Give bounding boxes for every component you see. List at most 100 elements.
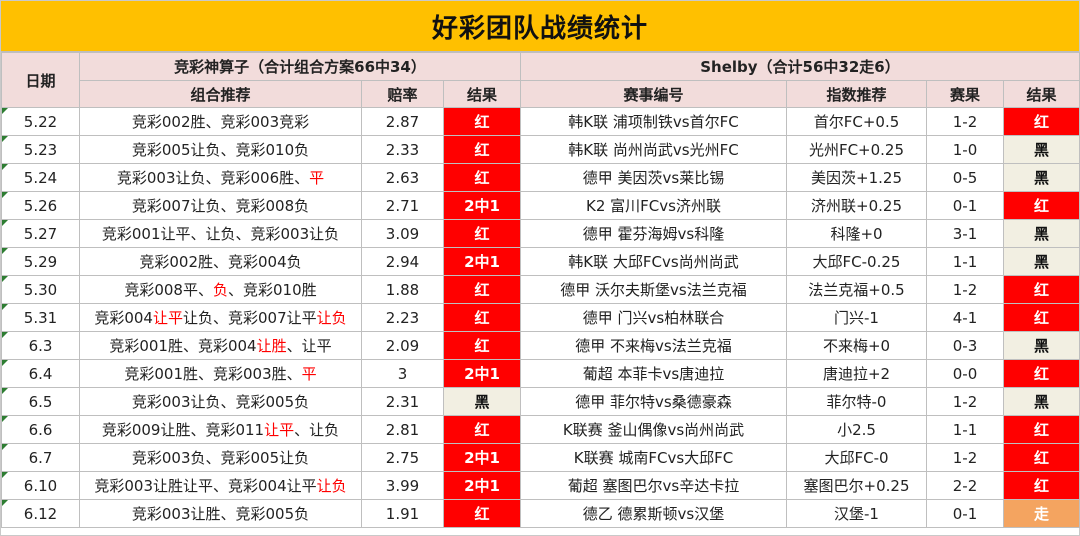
- table-row: 5.22 竞彩002胜、竞彩003竞彩 2.87 红韩K联 浦项制铁vs首尔FC 首尔F…: [1, 107, 1080, 136]
- combo-cell: 竞彩002胜、竞彩004负: [79, 247, 362, 276]
- odds-cell: 2.63: [361, 163, 444, 192]
- highlighted-pick: 让平: [152, 309, 183, 327]
- index-cell: 大邱FC-0: [786, 443, 927, 472]
- match-cell: 韩K联 尚州尚武vs光州FC: [520, 135, 787, 164]
- index-cell: 首尔FC+0.5: [786, 107, 927, 136]
- result-badge: 红: [443, 219, 521, 248]
- date-cell: 6.7: [1, 443, 80, 472]
- date-cell: 6.5: [1, 387, 80, 416]
- combo-cell: 竞彩003让胜让平、竞彩004让平让负: [79, 471, 362, 500]
- match-cell: 德乙 德累斯顿vs汉堡: [520, 499, 787, 528]
- table-row: 6.12 竞彩003让胜、竞彩005负 1.91 红德乙 德累斯顿vs汉堡 汉堡-1 0-…: [1, 499, 1080, 528]
- group-header-row: 日期 竞彩神算子（合计组合方案66中34） Shelby（合计56中32走6）: [1, 52, 1080, 108]
- index-header: 指数推荐: [786, 80, 927, 108]
- result2-header: 结果: [1003, 80, 1080, 108]
- column-header-row: 组合推荐 赔率 结果 赛事编号 指数推荐 赛果 结果: [2, 80, 1080, 108]
- table-row: 6.10 竞彩003让胜让平、竞彩004让平让负 3.99 2中1 葡超 塞图巴尔vs辛…: [1, 471, 1080, 500]
- odds-cell: 2.23: [361, 303, 444, 332]
- table-row: 5.26 竞彩007让负、竞彩008负 2.71 2中1 K2 富川FCvs济州联 济州联…: [1, 191, 1080, 220]
- table-row: 6.7 竞彩003负、竞彩005让负 2.75 2中1 K联赛 城南FCvs大邱FC 大邱…: [1, 443, 1080, 472]
- odds-cell: 2.94: [361, 247, 444, 276]
- result2-badge: 红: [1003, 275, 1080, 304]
- odds-cell: 2.33: [361, 135, 444, 164]
- date-cell: 6.12: [1, 499, 80, 528]
- match-cell: 德甲 菲尔特vs桑德豪森: [520, 387, 787, 416]
- result-badge: 2中1: [443, 359, 521, 388]
- date-cell: 5.30: [1, 275, 80, 304]
- result2-badge: 黑: [1003, 331, 1080, 360]
- odds-cell: 2.71: [361, 191, 444, 220]
- result2-badge: 红: [1003, 107, 1080, 136]
- date-cell: 6.10: [1, 471, 80, 500]
- match-cell: 韩K联 浦项制铁vs首尔FC: [520, 107, 787, 136]
- odds-cell: 2.75: [361, 443, 444, 472]
- table-row: 6.3 竞彩001胜、竞彩004让胜、让平 2.09 红德甲 不来梅vs法兰克福 不来梅…: [1, 331, 1080, 360]
- pick-text: 、竞彩010胜: [228, 281, 317, 299]
- result-badge: 2中1: [443, 191, 521, 220]
- index-cell: 塞图巴尔+0.25: [786, 471, 927, 500]
- result2-badge: 红: [1003, 415, 1080, 444]
- score-cell: 0-1: [926, 499, 1004, 528]
- score-cell: 1-1: [926, 247, 1004, 276]
- score-cell: 3-1: [926, 219, 1004, 248]
- right-group-header: Shelby（合计56中32走6）: [520, 52, 1080, 81]
- highlighted-pick: 平: [309, 169, 325, 187]
- index-cell: 门兴-1: [786, 303, 927, 332]
- results-table: 日期 竞彩神算子（合计组合方案66中34） Shelby（合计56中32走6） …: [1, 52, 1080, 528]
- pick-text: 、让负: [294, 421, 340, 439]
- combo-header: 组合推荐: [79, 80, 362, 108]
- odds-cell: 3.99: [361, 471, 444, 500]
- match-cell: K联赛 釜山偶像vs尚州尚武: [520, 415, 787, 444]
- result-badge: 红: [443, 499, 521, 528]
- date-cell: 6.3: [1, 331, 80, 360]
- result-badge: 红: [443, 303, 521, 332]
- score-header: 赛果: [926, 80, 1004, 108]
- match-cell: 德甲 不来梅vs法兰克福: [520, 331, 787, 360]
- score-cell: 1-2: [926, 107, 1004, 136]
- pick-text: 竞彩002胜、竞彩004负: [139, 253, 302, 271]
- score-cell: 1-1: [926, 415, 1004, 444]
- combo-cell: 竞彩008平、负、竞彩010胜: [79, 275, 362, 304]
- pick-text: 让负、竞彩007让平: [183, 309, 317, 327]
- result-badge: 2中1: [443, 471, 521, 500]
- match-cell: 韩K联 大邱FCvs尚州尚武: [520, 247, 787, 276]
- date-cell: 6.4: [1, 359, 80, 388]
- highlighted-pick: 让负: [316, 309, 347, 327]
- date-cell: 5.27: [1, 219, 80, 248]
- table-row: 6.6 竞彩009让胜、竞彩011让平、让负 2.81 红 K联赛 釜山偶像vs尚州尚武…: [1, 415, 1080, 444]
- match-cell: K联赛 城南FCvs大邱FC: [520, 443, 787, 472]
- index-cell: 唐迪拉+2: [786, 359, 927, 388]
- result2-badge: 红: [1003, 191, 1080, 220]
- date-cell: 5.24: [1, 163, 80, 192]
- match-cell: K2 富川FCvs济州联: [520, 191, 787, 220]
- result-header: 结果: [443, 80, 521, 108]
- index-cell: 济州联+0.25: [786, 191, 927, 220]
- match-cell: 德甲 霍芬海姆vs科隆: [520, 219, 787, 248]
- combo-cell: 竞彩007让负、竞彩008负: [79, 191, 362, 220]
- table-row: 5.29 竞彩002胜、竞彩004负 2.94 2中1 韩K联 大邱FCvs尚州尚武 大邱…: [1, 247, 1080, 276]
- combo-cell: 竞彩002胜、竞彩003竞彩: [79, 107, 362, 136]
- table-row: 6.5 竞彩003让负、竞彩005负 2.31 黑德甲 菲尔特vs桑德豪森 菲尔特-0 1…: [1, 387, 1080, 416]
- pick-text: 竞彩003让负、竞彩005负: [131, 393, 310, 411]
- pick-text: 竞彩007让负、竞彩008负: [131, 197, 310, 215]
- index-cell: 大邱FC-0.25: [786, 247, 927, 276]
- pick-text: 竞彩009让胜、竞彩011: [101, 421, 265, 439]
- pick-text: 、让平: [286, 337, 332, 355]
- result-badge: 2中1: [443, 247, 521, 276]
- match-cell: 德甲 美因茨vs莱比锡: [520, 163, 787, 192]
- combo-cell: 竞彩003负、竞彩005让负: [79, 443, 362, 472]
- pick-text: 竞彩001胜、竞彩003胜、: [124, 365, 302, 383]
- index-cell: 法兰克福+0.5: [786, 275, 927, 304]
- combo-cell: 竞彩004让平让负、竞彩007让平让负: [79, 303, 362, 332]
- result2-badge: 黑: [1003, 163, 1080, 192]
- result-badge: 红: [443, 163, 521, 192]
- left-group-header: 竞彩神算子（合计组合方案66中34）: [79, 52, 521, 81]
- table-row: 5.30 竞彩008平、负、竞彩010胜 1.88 红德甲 沃尔夫斯堡vs法兰克福 法兰…: [1, 275, 1080, 304]
- combo-cell: 竞彩001胜、竞彩004让胜、让平: [79, 331, 362, 360]
- result-badge: 2中1: [443, 443, 521, 472]
- match-cell: 葡超 本菲卡vs唐迪拉: [520, 359, 787, 388]
- odds-cell: 3.09: [361, 219, 444, 248]
- highlighted-pick: 平: [301, 365, 317, 383]
- table-row: 5.24 竞彩003让负、竞彩006胜、平 2.63 红德甲 美因茨vs莱比锡 美因茨+…: [1, 163, 1080, 192]
- match-cell: 德甲 沃尔夫斯堡vs法兰克福: [520, 275, 787, 304]
